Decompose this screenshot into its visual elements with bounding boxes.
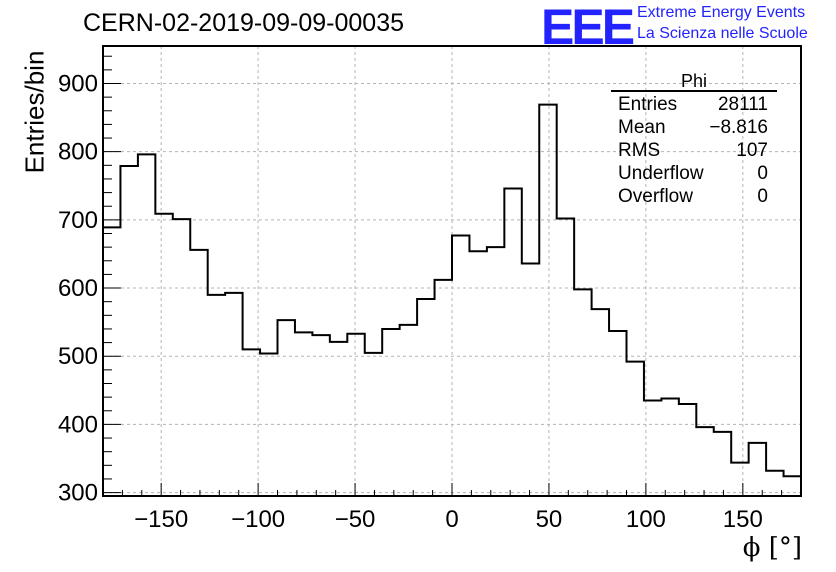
axis-tick-labels: −150 −100 −50 0 50 100 150 300 400 500 600 700 800 90… bbox=[58, 71, 763, 534]
x-tick-label: 100 bbox=[626, 506, 666, 533]
stats-value: −8.816 bbox=[709, 117, 768, 138]
stats-value: 107 bbox=[736, 140, 768, 161]
axis-ticks bbox=[102, 55, 802, 496]
x-tick-label: −100 bbox=[231, 506, 285, 533]
y-tick-label: 400 bbox=[58, 411, 98, 438]
stats-label: Mean bbox=[618, 117, 666, 138]
x-tick-label: 150 bbox=[723, 506, 763, 533]
stats-row-rms: RMS 107 bbox=[611, 139, 777, 162]
logo-line-1: Extreme Energy Events bbox=[637, 4, 806, 21]
stats-box: Phi Entries 28111 Mean −8.816 RMS 107 Under… bbox=[611, 71, 777, 208]
y-tick-label: 600 bbox=[58, 275, 98, 302]
stats-value: 0 bbox=[757, 163, 768, 184]
y-tick-label: 800 bbox=[58, 139, 98, 166]
stats-value: 0 bbox=[757, 186, 768, 207]
x-tick-label: 50 bbox=[536, 506, 563, 533]
stats-label: Underflow bbox=[618, 163, 704, 184]
stats-row-entries: Entries 28111 bbox=[611, 93, 777, 116]
grid-lines bbox=[103, 46, 801, 496]
stats-value: 28111 bbox=[717, 94, 768, 115]
y-axis-label: Entries/bin bbox=[19, 50, 50, 174]
x-tick-label: 0 bbox=[445, 506, 458, 533]
histogram-line bbox=[103, 103, 802, 478]
y-tick-label: 900 bbox=[58, 71, 98, 98]
stats-title: Phi bbox=[680, 71, 707, 91]
stats-label: RMS bbox=[618, 140, 661, 161]
logo-line-2: La Scienza nelle Scuole bbox=[637, 25, 808, 42]
chart-title: CERN-02-2019-09-09-00035 bbox=[83, 9, 405, 37]
x-tick-label: −150 bbox=[134, 506, 188, 533]
stats-label: Overflow bbox=[618, 186, 693, 207]
eee-logo: EEE bbox=[541, 0, 635, 55]
stats-label: Entries bbox=[618, 94, 678, 115]
x-tick-label: −50 bbox=[335, 506, 376, 533]
stats-divider bbox=[611, 90, 777, 92]
stats-row-underflow: Underflow 0 bbox=[611, 162, 777, 185]
x-axis-label: ϕ [°] bbox=[742, 533, 802, 563]
stats-row-mean: Mean −8.816 bbox=[611, 116, 777, 139]
stats-row-overflow: Overflow 0 bbox=[611, 185, 777, 208]
y-tick-label: 300 bbox=[58, 480, 98, 507]
y-tick-label: 500 bbox=[58, 343, 98, 370]
y-tick-label: 700 bbox=[58, 207, 98, 234]
